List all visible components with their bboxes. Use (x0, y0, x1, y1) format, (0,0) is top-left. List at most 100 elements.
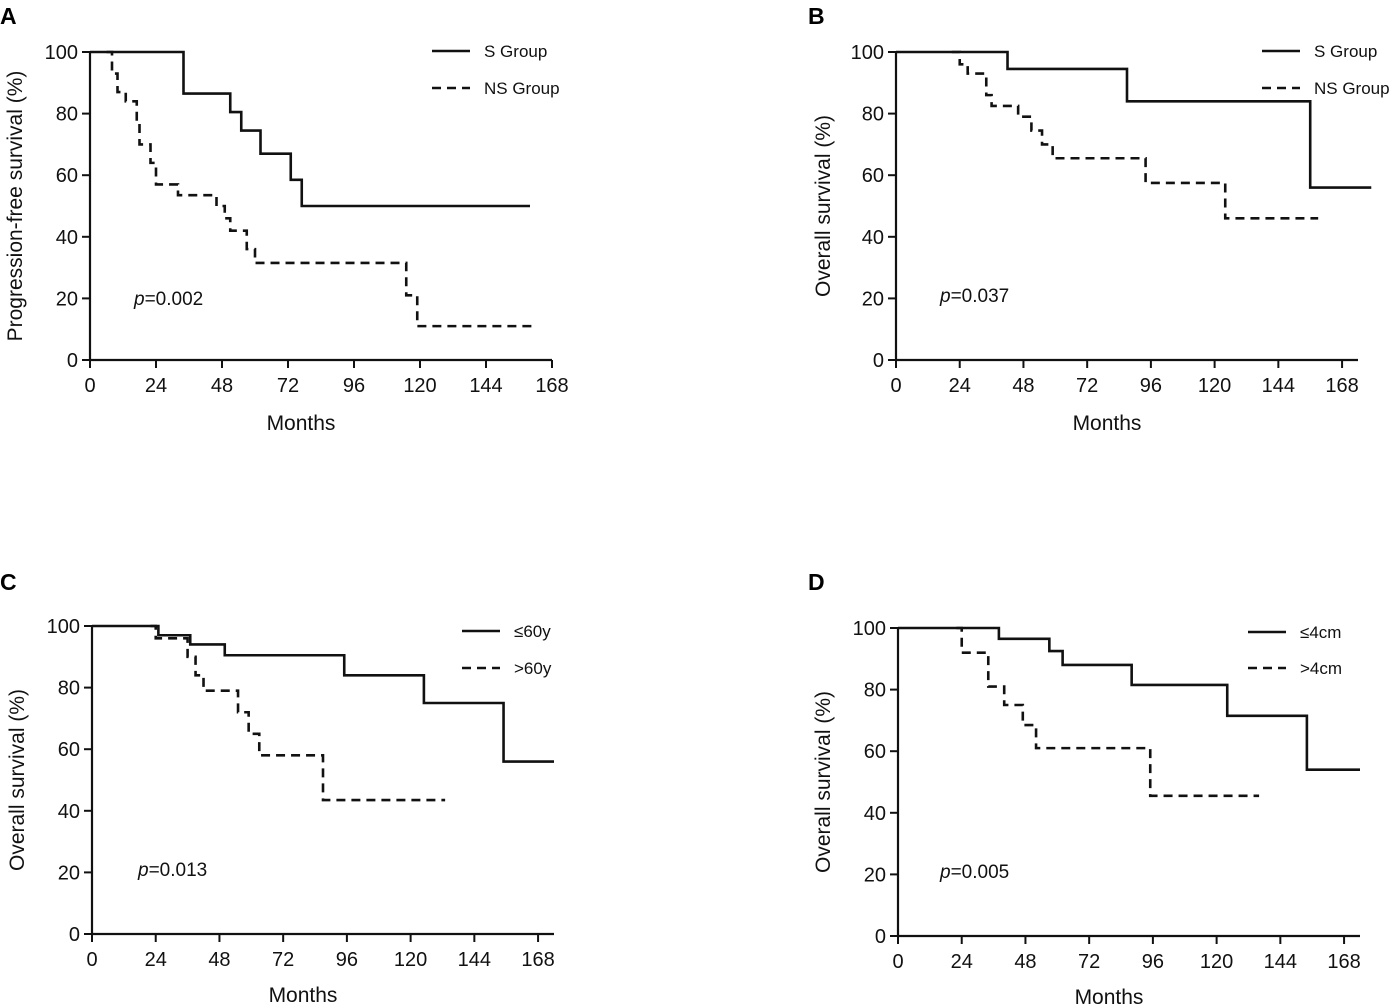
x-tick-label: 120 (403, 375, 436, 397)
survival-curve-solid (898, 626, 1360, 771)
panel-letter: C (0, 569, 17, 595)
survival-curve-solid (90, 50, 530, 208)
p-value-symbol: p (939, 862, 951, 883)
y-axis-label: Overall survival (%) (812, 115, 835, 297)
x-tick-label: 144 (469, 375, 502, 397)
x-tick-label: 24 (145, 375, 167, 397)
x-tick-label: 0 (890, 375, 901, 397)
legend-label: NS Group (1314, 79, 1390, 98)
y-tick-label: 0 (873, 350, 884, 372)
p-value-symbol: p (939, 286, 951, 307)
y-tick-label: 100 (45, 42, 78, 64)
p-value-number: =0.013 (149, 860, 208, 881)
y-tick-label: 20 (864, 864, 886, 886)
x-tick-label: 0 (84, 375, 95, 397)
p-value-number: =0.002 (145, 289, 204, 310)
y-tick-label: 60 (862, 165, 884, 187)
x-tick-label: 24 (949, 375, 971, 397)
x-tick-label: 144 (1262, 375, 1295, 397)
y-tick-label: 40 (56, 227, 78, 249)
legend-label: ≤60y (514, 622, 551, 641)
y-tick-label: 80 (864, 680, 886, 702)
y-tick-label: 40 (864, 803, 886, 825)
x-tick-label: 120 (394, 949, 427, 971)
y-tick-label: 20 (56, 288, 78, 310)
legend-label: S Group (1314, 42, 1377, 61)
p-value: p=0.002 (133, 289, 203, 310)
x-tick-label: 72 (1076, 375, 1098, 397)
survival-curve-dashed (106, 50, 536, 328)
p-value-number: =0.037 (951, 286, 1010, 307)
y-tick-label: 60 (56, 165, 78, 187)
y-axis-label: Progression-free survival (%) (4, 71, 27, 342)
x-tick-label: 144 (1264, 951, 1297, 973)
x-axis-label: Months (1075, 986, 1144, 1008)
x-tick-label: 168 (1327, 951, 1360, 973)
p-value: p=0.013 (137, 860, 207, 881)
legend-label: >60y (514, 659, 552, 678)
y-tick-label: 40 (58, 801, 80, 823)
y-axis-label: Overall survival (%) (812, 691, 835, 873)
x-tick-label: 48 (1012, 375, 1034, 397)
y-axis-label: Overall survival (%) (6, 689, 29, 871)
panel-c: C 0 20 40 60 80 100 0 24 48 72 96 120 144 168 Months Ove… (0, 569, 555, 1007)
survival-curve-solid (92, 624, 554, 763)
p-value: p=0.037 (939, 286, 1009, 307)
p-value-number: =0.005 (951, 862, 1010, 883)
survival-curve-solid (896, 50, 1372, 189)
panel-letter: B (808, 3, 825, 29)
p-value-symbol: p (133, 289, 145, 310)
panel-letter: D (808, 569, 825, 595)
x-tick-label: 168 (1325, 375, 1358, 397)
panel-letter: A (0, 3, 17, 29)
survival-curve-dashed (951, 50, 1319, 220)
y-tick-label: 0 (875, 926, 886, 948)
x-tick-label: 96 (336, 949, 358, 971)
x-tick-label: 72 (1078, 951, 1100, 973)
panel-b: B 0 20 40 60 80 100 0 24 48 72 96 120 144 168 Months Ove… (808, 3, 1390, 435)
x-tick-label: 48 (1014, 951, 1036, 973)
x-tick-label: 0 (892, 951, 903, 973)
y-tick-label: 100 (851, 42, 884, 64)
x-tick-label: 96 (1142, 951, 1164, 973)
x-tick-label: 0 (86, 949, 97, 971)
y-tick-label: 60 (58, 739, 80, 761)
y-tick-label: 0 (67, 350, 78, 372)
survival-curve-dashed (150, 624, 446, 802)
x-tick-label: 168 (521, 949, 554, 971)
x-tick-label: 72 (272, 949, 294, 971)
x-axis-label: Months (1073, 412, 1142, 435)
y-tick-label: 20 (862, 288, 884, 310)
x-tick-label: 24 (145, 949, 167, 971)
x-tick-label: 96 (1140, 375, 1162, 397)
x-tick-label: 48 (211, 375, 233, 397)
x-tick-label: 72 (277, 375, 299, 397)
survival-curve-dashed (956, 626, 1260, 798)
panel-d: D 0 20 40 60 80 100 0 24 48 72 96 120 144 168 Months Ove… (808, 569, 1361, 1008)
y-tick-label: 80 (58, 678, 80, 700)
x-axis-label: Months (267, 412, 336, 435)
legend-label: NS Group (484, 79, 560, 98)
x-axis-label: Months (269, 984, 338, 1007)
legend-label: ≤4cm (1300, 623, 1341, 642)
legend-label: S Group (484, 42, 547, 61)
y-tick-label: 60 (864, 741, 886, 763)
x-tick-label: 144 (458, 949, 491, 971)
y-tick-label: 0 (69, 924, 80, 946)
y-tick-label: 80 (56, 104, 78, 126)
y-tick-label: 80 (862, 104, 884, 126)
panel-a: A 0 20 40 60 80 100 0 24 48 72 96 120 144 168 Months Pro… (0, 3, 569, 435)
x-tick-label: 96 (343, 375, 365, 397)
x-tick-label: 48 (208, 949, 230, 971)
y-tick-label: 100 (853, 618, 886, 640)
x-tick-label: 168 (535, 375, 568, 397)
y-tick-label: 20 (58, 862, 80, 884)
p-value: p=0.005 (939, 862, 1009, 883)
y-tick-label: 40 (862, 227, 884, 249)
legend-label: >4cm (1300, 659, 1342, 678)
x-tick-label: 120 (1200, 951, 1233, 973)
y-tick-label: 100 (47, 616, 80, 638)
p-value-symbol: p (137, 860, 149, 881)
x-tick-label: 24 (951, 951, 973, 973)
